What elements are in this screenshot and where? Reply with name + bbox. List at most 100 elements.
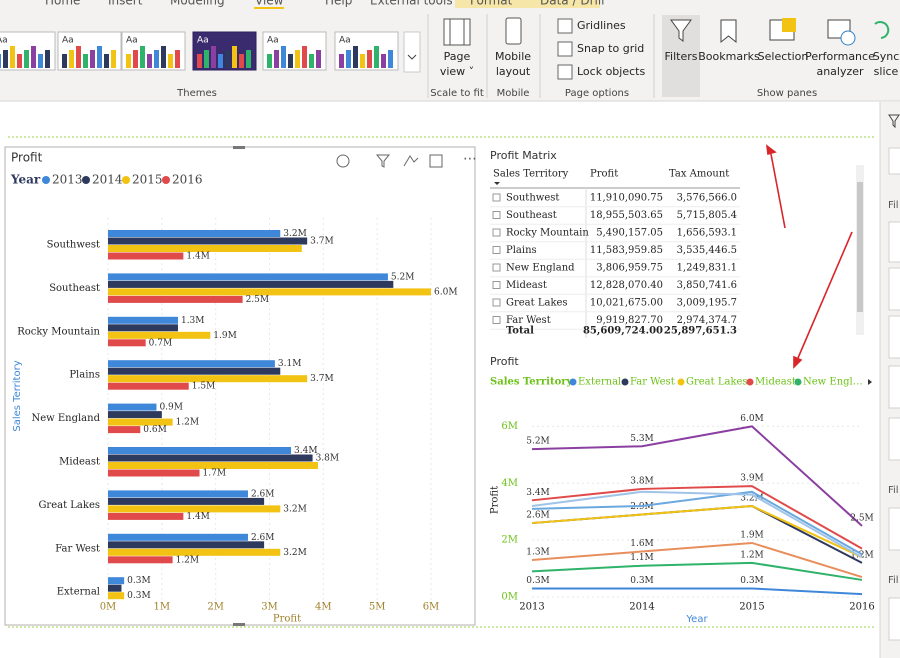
bar [108, 505, 281, 513]
bar [108, 324, 178, 332]
button-label[interactable]: Page [444, 50, 471, 63]
theme-thumbnail[interactable] [262, 31, 327, 71]
ribbon-tab[interactable]: Modeling [170, 0, 225, 8]
theme-sample: Aa [126, 36, 138, 46]
matrix-cell: Mideast [506, 280, 547, 291]
expand-button[interactable] [492, 211, 501, 219]
chevron [407, 54, 417, 60]
pane-button-label[interactable]: analyzer [816, 65, 864, 78]
theme-swatch [104, 54, 109, 68]
checkbox[interactable] [557, 41, 573, 57]
y-tick-label: Southeast [49, 283, 100, 294]
legend-label: 2015 [132, 173, 163, 187]
pane-button-label[interactable]: Performance [805, 50, 875, 63]
matrix-cell: 12,828,070.40 [590, 280, 663, 291]
x-tick-label: 2014 [629, 602, 654, 613]
theme-dropdown[interactable] [403, 31, 421, 73]
matrix-cell: 11,583,959.85 [590, 245, 663, 256]
column-header[interactable]: Tax Amount [669, 169, 729, 180]
ribbon-tab[interactable]: Format [470, 0, 513, 8]
y-tick-label: 6M [501, 421, 518, 432]
theme-swatch [346, 50, 351, 68]
data-label: 0.3M [127, 576, 151, 586]
theme-swatch [246, 50, 251, 68]
pane-button-label[interactable]: Filters [665, 50, 698, 63]
data-label: 1.5M [192, 382, 216, 392]
pane-button-label[interactable]: Bookmarks [698, 50, 760, 63]
checkbox[interactable] [557, 64, 573, 80]
legend-label: 2013 [52, 173, 83, 187]
theme-swatch [147, 54, 152, 68]
column-header[interactable]: Sales Territory [493, 169, 569, 180]
bar [108, 469, 200, 477]
data-label: 2.5M [246, 295, 270, 305]
legend-marker [569, 378, 577, 386]
button-label[interactable]: layout [496, 65, 531, 78]
checkbox[interactable] [557, 18, 573, 34]
x-tick-label: 2013 [519, 602, 544, 613]
theme-thumbnail[interactable] [57, 31, 122, 71]
mobile-layout-icon[interactable] [505, 17, 522, 45]
bookmarks-icon [720, 19, 737, 44]
pane-button-label[interactable]: Sync [873, 50, 900, 63]
bar [108, 447, 292, 454]
column-header[interactable]: Profit [590, 169, 618, 180]
pane-button-label[interactable]: Selection [758, 50, 809, 63]
theme-thumbnail[interactable] [121, 31, 186, 71]
bar [108, 230, 281, 237]
y-tick-label: 4M [501, 478, 518, 489]
bar [108, 512, 184, 520]
theme-swatch [374, 46, 379, 68]
matrix-cell: 3,806,959.75 [596, 263, 663, 274]
expand-button[interactable] [492, 228, 501, 237]
data-label: 3.8M [630, 476, 654, 486]
checkbox-label: Snap to grid [577, 42, 644, 55]
data-label: 6.0M [740, 414, 764, 424]
matrix-cell: Great Lakes [506, 298, 568, 309]
visual-header-icons[interactable] [336, 154, 443, 168]
expand-button[interactable] [492, 246, 501, 254]
ribbon-tab[interactable]: Data / Drill [540, 0, 605, 8]
theme-swatch [218, 54, 223, 68]
y-tick-label: 0M [501, 592, 518, 603]
expand-button[interactable] [492, 298, 501, 307]
theme-swatch [69, 50, 74, 68]
page-view-icon[interactable] [443, 18, 471, 46]
y-tick-label: Mideast [59, 457, 100, 468]
group-label: Mobile [497, 88, 530, 99]
pane-button-label[interactable]: slice [874, 65, 899, 78]
data-label: 1.1M [630, 553, 654, 563]
data-label: 1.2M [850, 550, 874, 560]
group-separators [427, 14, 655, 98]
theme-swatch [45, 50, 50, 68]
ribbon-tab[interactable]: Insert [108, 0, 143, 8]
expand-button[interactable] [492, 316, 501, 324]
matrix-cell: Plains [506, 245, 537, 256]
ribbon-tab[interactable]: View [255, 0, 284, 8]
data-label: 1.3M [526, 548, 550, 558]
expand-button[interactable] [492, 263, 501, 272]
ribbon-tab[interactable]: External tools [370, 0, 453, 8]
data-label: 1.6M [630, 539, 654, 549]
x-tick-label: 6M [423, 602, 440, 613]
theme-thumbnail[interactable] [192, 31, 257, 71]
theme-swatch [239, 54, 244, 68]
ribbon-tab[interactable]: Home [45, 0, 80, 8]
ribbon-tab[interactable]: Help [325, 0, 352, 8]
scrollbar-thumb[interactable] [857, 182, 863, 312]
expand-button[interactable] [492, 281, 501, 289]
bar [108, 280, 394, 288]
legend-marker [746, 378, 754, 386]
button-label[interactable]: Mobile [495, 50, 531, 63]
matrix-cell: New England [506, 263, 575, 274]
theme-thumbnail[interactable] [334, 31, 399, 71]
expand-button[interactable] [492, 193, 501, 202]
theme-swatch [154, 50, 159, 68]
button-label[interactable]: view ˅ [440, 65, 474, 78]
legend-next[interactable] [868, 379, 872, 385]
data-label: 2.6M [526, 511, 550, 521]
data-label: 5.3M [630, 434, 654, 444]
more-options[interactable]: ⋯ [463, 151, 477, 167]
series-line [531, 490, 863, 559]
data-label: 0.6M [143, 425, 167, 435]
